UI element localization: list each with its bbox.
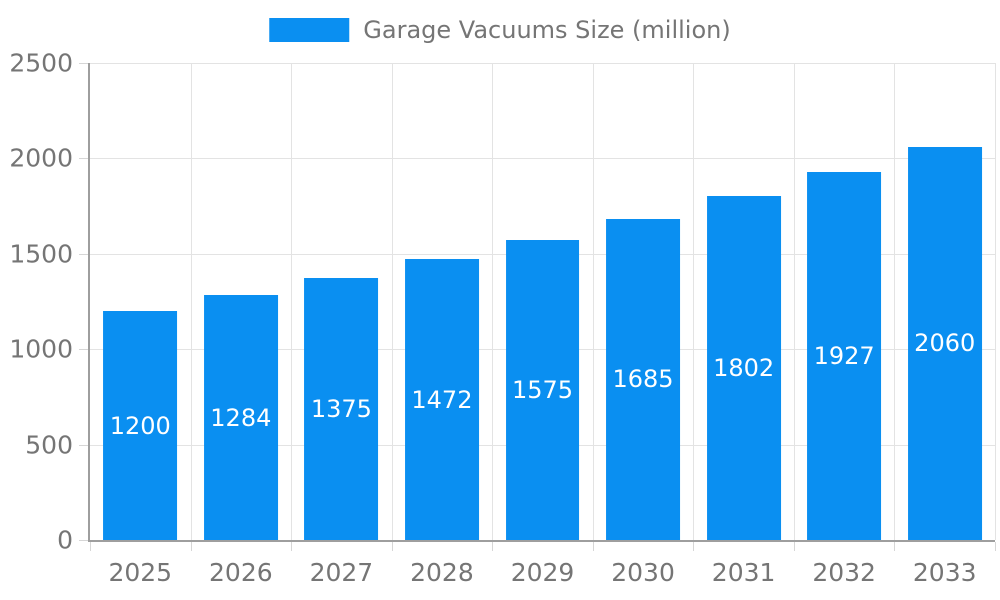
x-tick-mark	[291, 542, 293, 551]
x-tick-label: 2032	[812, 558, 876, 587]
y-tick-mark	[79, 63, 88, 64]
bar-value-label: 1927	[813, 342, 875, 371]
y-gridline	[90, 63, 995, 64]
bar[interactable]: 1200	[103, 311, 178, 540]
bar[interactable]: 1685	[606, 218, 680, 540]
x-gridline	[492, 63, 494, 540]
bar-value-label: 1685	[612, 365, 674, 394]
bar[interactable]: 2060	[907, 146, 982, 540]
x-tick-mark	[190, 542, 192, 551]
bar-value-label: 1472	[411, 385, 473, 414]
bar[interactable]: 1575	[505, 239, 580, 540]
y-tick-label: 0	[57, 525, 73, 555]
x-gridline	[291, 63, 293, 540]
y-tick-mark	[79, 158, 88, 160]
bar-value-label: 1802	[713, 354, 775, 383]
x-tick-mark	[995, 542, 996, 551]
x-tick-mark	[492, 542, 494, 551]
y-tick-mark	[79, 540, 88, 541]
y-tick-label: 2500	[9, 48, 73, 78]
y-tick-mark	[79, 444, 88, 446]
x-tick-label: 2025	[108, 558, 173, 587]
legend-swatch	[269, 18, 350, 43]
y-tick-label: 500	[25, 430, 73, 460]
bar-value-label: 1575	[511, 375, 574, 404]
x-gridline	[894, 63, 896, 540]
bar[interactable]: 1284	[203, 295, 278, 540]
x-tick-label: 2031	[711, 558, 776, 587]
x-tick-label: 2029	[510, 558, 575, 587]
x-tick-label: 2033	[912, 558, 977, 587]
y-tick-label: 1000	[9, 334, 73, 364]
bar-value-label: 2060	[914, 329, 976, 358]
x-gridline	[793, 63, 795, 540]
bar-value-label: 1375	[310, 394, 372, 423]
x-tick-mark	[793, 542, 795, 551]
x-tick-label: 2030	[611, 558, 675, 587]
x-tick-mark	[693, 542, 695, 551]
x-tick-label: 2026	[209, 558, 273, 587]
y-tick-label: 2000	[9, 143, 73, 173]
x-tick-mark	[592, 542, 594, 551]
bar[interactable]: 1802	[706, 196, 781, 540]
legend-label: Garage Vacuums Size (million)	[363, 16, 731, 44]
x-gridline	[592, 63, 594, 540]
bar[interactable]: 1472	[404, 259, 479, 540]
x-gridline	[391, 63, 393, 540]
x-tick-label: 2027	[309, 558, 374, 587]
x-tick-mark	[894, 542, 896, 551]
x-gridline	[995, 63, 996, 540]
y-tick-mark	[79, 349, 88, 351]
legend[interactable]: Garage Vacuums Size (million)	[269, 16, 731, 45]
x-tick-mark	[391, 542, 393, 551]
y-tick-mark	[79, 253, 88, 255]
bar[interactable]: 1927	[807, 172, 882, 540]
x-tick-label: 2028	[410, 558, 474, 587]
plot-area: 0 500 1000 1500 2000 2500 1200 2025 1284 2026 1375…	[9, 51, 996, 585]
bar-value-label: 1200	[109, 411, 171, 440]
bar[interactable]: 1375	[304, 277, 379, 540]
y-tick-label: 1500	[9, 239, 73, 269]
x-gridline	[190, 63, 192, 540]
x-tick-mark	[90, 542, 91, 551]
bar-value-label: 1284	[210, 403, 272, 432]
x-gridline	[693, 63, 695, 540]
y-gridline	[90, 158, 995, 160]
